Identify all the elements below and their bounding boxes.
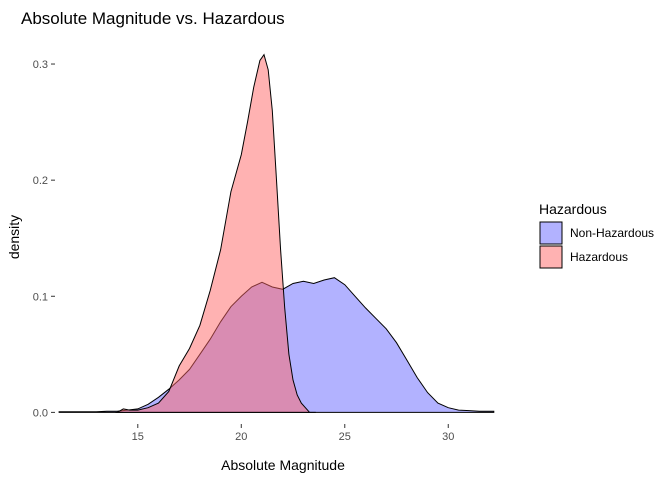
legend-label: Non-Hazardous <box>570 226 654 240</box>
x-axis: 15 20 25 30 <box>132 424 454 443</box>
chart-title: Absolute Magnitude vs. Hazardous <box>21 9 285 28</box>
density-area-hazardous <box>115 53 316 413</box>
legend-entries: Non-Hazardous Hazardous <box>539 221 654 269</box>
x-tick-label: 15 <box>132 431 144 443</box>
y-tick-label: 0.1 <box>33 291 48 303</box>
x-tick-label: 30 <box>442 431 454 443</box>
legend-key-hazardous <box>539 245 563 269</box>
y-tick-label: 0.0 <box>33 407 48 419</box>
legend-title: Hazardous <box>539 201 607 217</box>
x-axis-title: Absolute Magnitude <box>221 457 345 473</box>
plot-area <box>58 53 495 413</box>
x-tick-label: 25 <box>339 431 351 443</box>
y-tick-label: 0.2 <box>33 175 48 187</box>
legend-label: Hazardous <box>570 250 628 264</box>
x-tick-label: 20 <box>235 431 247 443</box>
y-tick-label: 0.3 <box>33 59 48 71</box>
legend: Hazardous Non-Hazardous Hazardous <box>539 201 654 269</box>
y-axis-title: density <box>6 215 22 259</box>
y-axis: 0.0 0.1 0.2 0.3 <box>33 59 55 419</box>
legend-key-non-hazardous <box>539 221 563 245</box>
